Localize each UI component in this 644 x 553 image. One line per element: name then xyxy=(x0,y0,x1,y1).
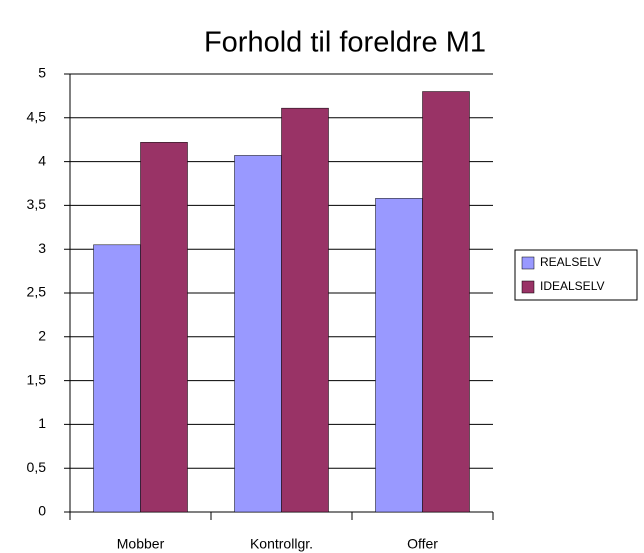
x-tick-label: Offer xyxy=(407,536,438,552)
bar xyxy=(281,107,329,513)
y-tick-label: 0,5 xyxy=(27,459,47,475)
y-tick-label: 2,5 xyxy=(27,284,47,300)
y-tick-label: 1 xyxy=(38,415,46,431)
bar xyxy=(93,244,141,513)
y-tick-label: 4 xyxy=(38,152,46,168)
x-tick-label: Mobber xyxy=(117,536,165,552)
legend-swatch xyxy=(521,280,535,294)
bar xyxy=(234,155,282,513)
legend-label: IDEALSELV xyxy=(540,279,604,293)
legend-box xyxy=(514,249,638,301)
y-tick-label: 3 xyxy=(38,240,46,256)
y-tick-label: 3,5 xyxy=(27,196,47,212)
bar xyxy=(140,142,188,513)
y-tick-label: 1,5 xyxy=(27,371,47,387)
y-tick-label: 4,5 xyxy=(27,109,47,125)
y-tick-label: 0 xyxy=(38,503,46,519)
chart-title: Forhold til foreldre M1 xyxy=(204,27,486,59)
y-tick-label: 2 xyxy=(38,328,46,344)
bar xyxy=(422,91,470,513)
y-tick-label: 5 xyxy=(38,65,46,81)
bar xyxy=(375,198,423,513)
x-tick-label: Kontrollgr. xyxy=(250,536,313,552)
legend-swatch xyxy=(521,256,535,270)
legend-label: REALSELV xyxy=(540,255,601,269)
